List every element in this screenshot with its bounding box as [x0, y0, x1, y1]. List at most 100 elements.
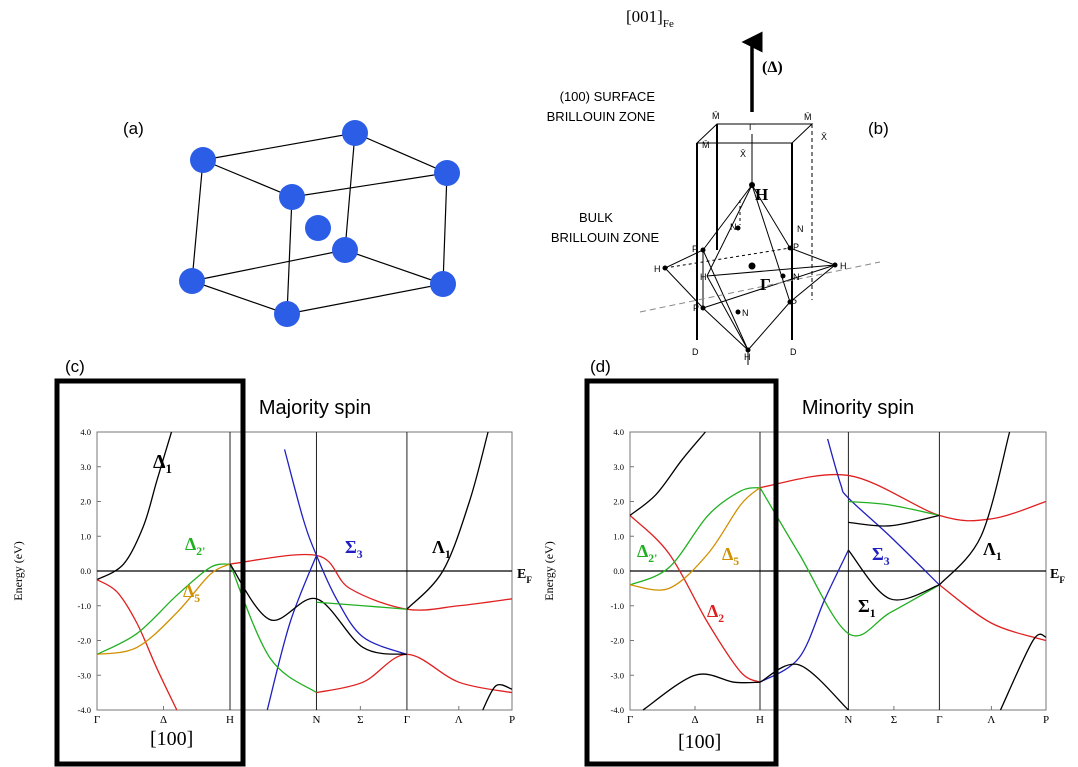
atoms: [179, 120, 460, 327]
band-line: [97, 580, 177, 710]
x-tick-label: H: [226, 714, 234, 726]
y-tick-label: 2.0: [613, 497, 624, 507]
annotation-text: [100]: [150, 728, 193, 750]
x-tick-label: Γ: [627, 714, 633, 726]
bz-point-label: X̄: [821, 132, 827, 142]
bulk-label: BRILLOUIN ZONE: [551, 230, 660, 245]
chart-title: Majority spin: [259, 397, 371, 419]
y-tick-label: 3.0: [613, 462, 624, 472]
annotation: [100]: [678, 731, 721, 753]
x-tick-label: N: [844, 714, 852, 726]
bz-point-label: N: [793, 272, 800, 282]
band-line: [407, 432, 488, 609]
annotation: [100]: [150, 728, 193, 750]
annotation: Δ5: [183, 581, 200, 605]
y-tick-label: -1.0: [78, 601, 91, 611]
band-line: [230, 554, 512, 610]
annotation-text: Λ: [983, 539, 996, 559]
y-tick-label: 2.0: [80, 497, 91, 507]
bz-point-label: P: [692, 244, 698, 254]
x-tick-label: Δ: [691, 714, 698, 726]
panel-label: (a): [123, 119, 144, 138]
x-tick-label: P: [509, 714, 515, 726]
annotation-sub: 1: [870, 607, 876, 620]
band-line: [97, 564, 230, 654]
annotation: Δ2: [707, 601, 724, 625]
annotation-sub: 1: [445, 548, 451, 561]
band-line: [760, 550, 848, 682]
annotation-text: Δ: [637, 541, 648, 561]
annotation-text: Σ: [858, 596, 870, 616]
y-tick-label: 1.0: [80, 531, 91, 541]
surface-label: (100) SURFACE: [560, 89, 656, 104]
band-line: [848, 515, 939, 526]
band-line: [630, 515, 760, 682]
band-line: [630, 488, 760, 585]
band-line: [630, 432, 705, 515]
bz-point-label: H: [840, 261, 847, 271]
y-tick-label: 0.0: [613, 566, 624, 576]
annotation: EF: [1050, 567, 1065, 585]
y-tick-label: -2.0: [611, 636, 624, 646]
bz-point-label: P: [791, 298, 797, 308]
band-line: [760, 664, 848, 710]
axis-label: [001]Fe: [626, 7, 674, 30]
panel-label: (b): [868, 119, 889, 138]
annotation: Λ1: [432, 537, 451, 561]
y-tick-label: 4.0: [80, 427, 91, 437]
figure: (a) (b) [001]Fe (Δ) (100) SURFACE BRILLO…: [0, 0, 1078, 767]
annotation-text: Δ: [153, 451, 166, 473]
annotation-sub: 1: [166, 461, 173, 476]
bz-point-label: D: [692, 347, 699, 357]
annotation-sub: F: [1059, 575, 1065, 585]
band-line: [939, 585, 1046, 641]
annotation: EF: [517, 567, 532, 585]
band-line: [1001, 634, 1047, 710]
x-tick-label: Λ: [987, 714, 995, 726]
annotation-text: [100]: [678, 731, 721, 753]
annotation-sub: 2': [196, 545, 205, 558]
y-tick-label: -3.0: [78, 670, 91, 680]
bz-point-label: D: [790, 347, 797, 357]
band-line: [630, 488, 760, 591]
bz-point-label: N: [730, 222, 737, 232]
bz-point-label: M̄: [712, 111, 720, 121]
x-tick-label: Γ: [94, 714, 100, 726]
annotation-text: Δ: [722, 544, 733, 564]
axis-sub: Fe: [663, 18, 674, 30]
y-axis-label: Energy (eV): [542, 541, 556, 600]
bz-point-label: H: [700, 272, 707, 282]
y-axis-label: Energy (eV): [11, 541, 25, 600]
x-tick-label: Γ: [936, 714, 942, 726]
band-line: [316, 654, 512, 692]
bz-point-label: Γ: [760, 275, 771, 294]
bz-point-label: X̄: [740, 149, 746, 159]
y-tick-label: 4.0: [613, 427, 624, 437]
bz-point-label: H: [755, 185, 768, 204]
annotation: Δ2': [637, 541, 657, 565]
annotation-text: Σ: [345, 537, 357, 557]
annotation-sub: 2: [718, 612, 724, 625]
x-tick-label: Σ: [357, 714, 363, 726]
x-tick-label: N: [312, 714, 320, 726]
charts: (c) Majority spin Energy (eV) 4.0 3.0 2.0 1.0 0…: [11, 357, 1065, 753]
y-tick-label: 1.0: [613, 531, 624, 541]
x-tick-label: P: [1043, 714, 1049, 726]
annotation: Λ1: [983, 539, 1002, 563]
axis-text: [001]: [626, 7, 663, 26]
x-tick-label: H: [756, 714, 764, 726]
bz-point-label: H: [744, 352, 751, 362]
annotation: Δ1: [153, 451, 172, 476]
annotation: Σ1: [858, 596, 876, 620]
bz-point-label: M̄: [702, 140, 710, 150]
y-tick-label: 3.0: [80, 462, 91, 472]
delta-label: (Δ): [762, 59, 783, 76]
bz-point-label: N: [742, 308, 749, 318]
annotation-text: Δ: [185, 534, 196, 554]
panel-label: (c): [65, 357, 85, 376]
x-tick-label: Λ: [455, 714, 463, 726]
annotation-sub: 1: [996, 550, 1002, 563]
x-tick-label: Γ: [404, 714, 410, 726]
annotation-sub: 5: [733, 555, 739, 568]
